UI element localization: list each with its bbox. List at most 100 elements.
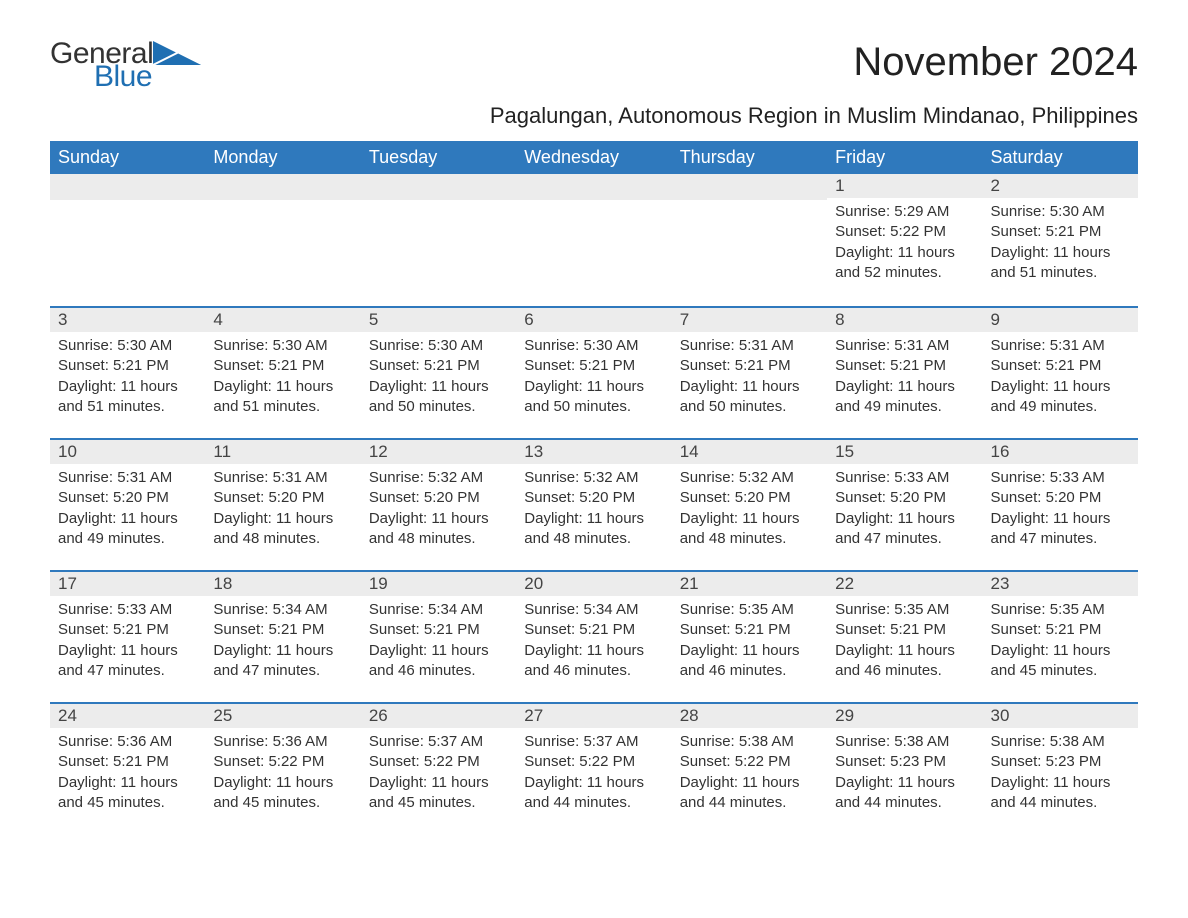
sunrise-text: Sunrise: 5:29 AM — [835, 202, 974, 222]
day-cell: 28Sunrise: 5:38 AMSunset: 5:22 PMDayligh… — [672, 702, 827, 834]
day-body: Sunrise: 5:38 AMSunset: 5:23 PMDaylight:… — [827, 728, 982, 819]
sunrise-text: Sunrise: 5:30 AM — [991, 202, 1130, 222]
sunset-text: Sunset: 5:21 PM — [58, 620, 197, 640]
day-number: 14 — [672, 438, 827, 464]
day-cell: 11Sunrise: 5:31 AMSunset: 5:20 PMDayligh… — [205, 438, 360, 570]
sunrise-text: Sunrise: 5:33 AM — [991, 468, 1130, 488]
day-number: 3 — [50, 306, 205, 332]
sunrise-text: Sunrise: 5:34 AM — [213, 600, 352, 620]
sunset-text: Sunset: 5:22 PM — [213, 752, 352, 772]
day-number: 6 — [516, 306, 671, 332]
sunrise-text: Sunrise: 5:37 AM — [524, 732, 663, 752]
day-body: Sunrise: 5:38 AMSunset: 5:23 PMDaylight:… — [983, 728, 1138, 819]
location: Pagalungan, Autonomous Region in Muslim … — [50, 103, 1138, 129]
col-monday: Monday — [205, 141, 360, 174]
day-cell: 2Sunrise: 5:30 AMSunset: 5:21 PMDaylight… — [983, 174, 1138, 306]
daylight-text: Daylight: 11 hours and 47 minutes. — [213, 641, 352, 682]
day-number: 25 — [205, 702, 360, 728]
day-body: Sunrise: 5:31 AMSunset: 5:21 PMDaylight:… — [983, 332, 1138, 423]
day-body: Sunrise: 5:33 AMSunset: 5:20 PMDaylight:… — [827, 464, 982, 555]
day-number: 26 — [361, 702, 516, 728]
day-number: 21 — [672, 570, 827, 596]
day-body: Sunrise: 5:34 AMSunset: 5:21 PMDaylight:… — [361, 596, 516, 687]
sunrise-text: Sunrise: 5:30 AM — [58, 336, 197, 356]
day-cell: 10Sunrise: 5:31 AMSunset: 5:20 PMDayligh… — [50, 438, 205, 570]
day-body: Sunrise: 5:34 AMSunset: 5:21 PMDaylight:… — [516, 596, 671, 687]
day-cell: 29Sunrise: 5:38 AMSunset: 5:23 PMDayligh… — [827, 702, 982, 834]
sunset-text: Sunset: 5:21 PM — [991, 356, 1130, 376]
daylight-text: Daylight: 11 hours and 48 minutes. — [680, 509, 819, 550]
day-number: 17 — [50, 570, 205, 596]
day-number: 13 — [516, 438, 671, 464]
daylight-text: Daylight: 11 hours and 48 minutes. — [369, 509, 508, 550]
col-friday: Friday — [827, 141, 982, 174]
sunset-text: Sunset: 5:21 PM — [524, 620, 663, 640]
sunset-text: Sunset: 5:21 PM — [680, 356, 819, 376]
sunrise-text: Sunrise: 5:32 AM — [680, 468, 819, 488]
day-cell: 5Sunrise: 5:30 AMSunset: 5:21 PMDaylight… — [361, 306, 516, 438]
day-cell: 8Sunrise: 5:31 AMSunset: 5:21 PMDaylight… — [827, 306, 982, 438]
day-cell: 3Sunrise: 5:30 AMSunset: 5:21 PMDaylight… — [50, 306, 205, 438]
day-body: Sunrise: 5:30 AMSunset: 5:21 PMDaylight:… — [50, 332, 205, 423]
sunrise-text: Sunrise: 5:30 AM — [213, 336, 352, 356]
day-cell: 20Sunrise: 5:34 AMSunset: 5:21 PMDayligh… — [516, 570, 671, 702]
day-cell: 19Sunrise: 5:34 AMSunset: 5:21 PMDayligh… — [361, 570, 516, 702]
day-body: Sunrise: 5:33 AMSunset: 5:21 PMDaylight:… — [50, 596, 205, 687]
daylight-text: Daylight: 11 hours and 46 minutes. — [369, 641, 508, 682]
daylight-text: Daylight: 11 hours and 49 minutes. — [991, 377, 1130, 418]
daylight-text: Daylight: 11 hours and 46 minutes. — [680, 641, 819, 682]
day-number: 23 — [983, 570, 1138, 596]
day-number: 27 — [516, 702, 671, 728]
day-body: Sunrise: 5:33 AMSunset: 5:20 PMDaylight:… — [983, 464, 1138, 555]
day-body: Sunrise: 5:30 AMSunset: 5:21 PMDaylight:… — [205, 332, 360, 423]
daylight-text: Daylight: 11 hours and 44 minutes. — [524, 773, 663, 814]
day-cell: 17Sunrise: 5:33 AMSunset: 5:21 PMDayligh… — [50, 570, 205, 702]
sunset-text: Sunset: 5:21 PM — [369, 620, 508, 640]
sunrise-text: Sunrise: 5:32 AM — [369, 468, 508, 488]
day-number: 19 — [361, 570, 516, 596]
day-body: Sunrise: 5:36 AMSunset: 5:21 PMDaylight:… — [50, 728, 205, 819]
day-body: Sunrise: 5:32 AMSunset: 5:20 PMDaylight:… — [516, 464, 671, 555]
sunset-text: Sunset: 5:21 PM — [369, 356, 508, 376]
day-number: 2 — [983, 174, 1138, 198]
day-body: Sunrise: 5:30 AMSunset: 5:21 PMDaylight:… — [516, 332, 671, 423]
sunset-text: Sunset: 5:20 PM — [213, 488, 352, 508]
day-number: 24 — [50, 702, 205, 728]
day-body: Sunrise: 5:32 AMSunset: 5:20 PMDaylight:… — [672, 464, 827, 555]
daylight-text: Daylight: 11 hours and 46 minutes. — [835, 641, 974, 682]
daylight-text: Daylight: 11 hours and 51 minutes. — [213, 377, 352, 418]
sunset-text: Sunset: 5:21 PM — [524, 356, 663, 376]
day-number: 29 — [827, 702, 982, 728]
sunrise-text: Sunrise: 5:31 AM — [58, 468, 197, 488]
sunrise-text: Sunrise: 5:31 AM — [991, 336, 1130, 356]
day-body: Sunrise: 5:35 AMSunset: 5:21 PMDaylight:… — [827, 596, 982, 687]
day-body: Sunrise: 5:30 AMSunset: 5:21 PMDaylight:… — [983, 198, 1138, 289]
daylight-text: Daylight: 11 hours and 50 minutes. — [680, 377, 819, 418]
sunset-text: Sunset: 5:20 PM — [369, 488, 508, 508]
day-number: 16 — [983, 438, 1138, 464]
sunrise-text: Sunrise: 5:33 AM — [58, 600, 197, 620]
day-body: Sunrise: 5:37 AMSunset: 5:22 PMDaylight:… — [516, 728, 671, 819]
day-cell: 12Sunrise: 5:32 AMSunset: 5:20 PMDayligh… — [361, 438, 516, 570]
daylight-text: Daylight: 11 hours and 48 minutes. — [213, 509, 352, 550]
day-cell — [205, 174, 360, 306]
logo: General Blue — [50, 40, 201, 91]
day-cell: 6Sunrise: 5:30 AMSunset: 5:21 PMDaylight… — [516, 306, 671, 438]
sunset-text: Sunset: 5:21 PM — [835, 356, 974, 376]
day-cell — [361, 174, 516, 306]
daylight-text: Daylight: 11 hours and 47 minutes. — [58, 641, 197, 682]
sunset-text: Sunset: 5:22 PM — [369, 752, 508, 772]
day-cell: 23Sunrise: 5:35 AMSunset: 5:21 PMDayligh… — [983, 570, 1138, 702]
sunrise-text: Sunrise: 5:30 AM — [369, 336, 508, 356]
col-saturday: Saturday — [983, 141, 1138, 174]
sunset-text: Sunset: 5:20 PM — [991, 488, 1130, 508]
day-cell: 13Sunrise: 5:32 AMSunset: 5:20 PMDayligh… — [516, 438, 671, 570]
daylight-text: Daylight: 11 hours and 44 minutes. — [680, 773, 819, 814]
calendar-table: Sunday Monday Tuesday Wednesday Thursday… — [50, 141, 1138, 834]
sunrise-text: Sunrise: 5:32 AM — [524, 468, 663, 488]
sunrise-text: Sunrise: 5:33 AM — [835, 468, 974, 488]
day-cell: 27Sunrise: 5:37 AMSunset: 5:22 PMDayligh… — [516, 702, 671, 834]
day-body: Sunrise: 5:31 AMSunset: 5:21 PMDaylight:… — [827, 332, 982, 423]
daylight-text: Daylight: 11 hours and 51 minutes. — [58, 377, 197, 418]
day-number: 5 — [361, 306, 516, 332]
